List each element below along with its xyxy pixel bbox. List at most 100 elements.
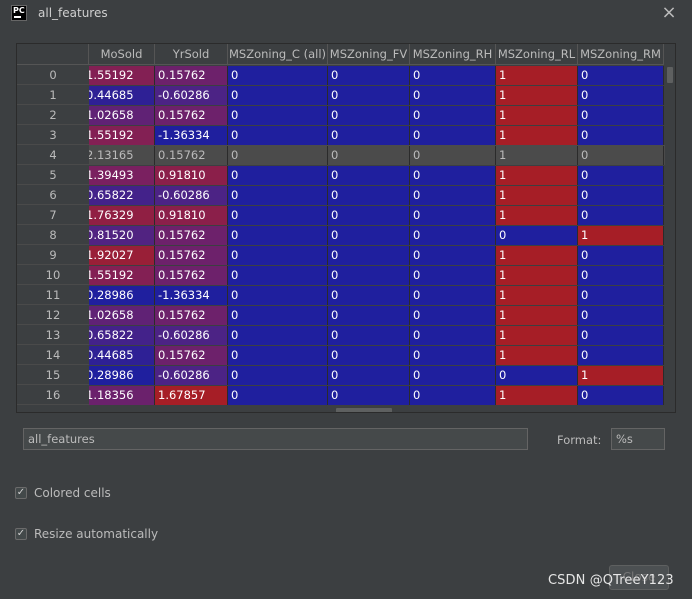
table-cell[interactable]: 0 xyxy=(228,66,328,85)
table-cell[interactable]: 0 xyxy=(328,146,410,165)
vertical-scrollbar[interactable] xyxy=(665,65,675,406)
table-cell[interactable]: 0 xyxy=(328,326,410,345)
table-cell[interactable]: 1 xyxy=(496,326,578,345)
table-cell[interactable]: 0 xyxy=(328,306,410,325)
table-cell[interactable]: 0 xyxy=(410,326,496,345)
table-cell[interactable]: 0 xyxy=(578,386,664,405)
column-header[interactable]: MSZoning_RH xyxy=(410,44,496,65)
table-cell[interactable]: 1.67857 xyxy=(155,386,228,405)
table-cell[interactable]: 0 xyxy=(228,366,328,385)
row-index[interactable]: 13 xyxy=(17,325,89,345)
close-button[interactable]: Close xyxy=(609,565,669,590)
table-cell[interactable]: -0.60286 xyxy=(155,186,228,205)
row-index[interactable]: 11 xyxy=(17,285,89,305)
table-cell[interactable]: 0 xyxy=(328,86,410,105)
table-cell[interactable]: 0 xyxy=(578,146,664,165)
row-index[interactable]: 3 xyxy=(17,125,89,145)
table-cell[interactable]: 0 xyxy=(578,106,664,125)
row-index[interactable]: 2 xyxy=(17,105,89,125)
row-index[interactable]: 10 xyxy=(17,265,89,285)
table-cell[interactable]: 0 xyxy=(578,126,664,145)
table-cell[interactable]: 0 xyxy=(578,186,664,205)
table-cell[interactable]: 0 xyxy=(496,226,578,245)
table-cell[interactable]: 0 xyxy=(410,66,496,85)
row-index[interactable]: 16 xyxy=(17,385,89,405)
table-cell[interactable]: 1 xyxy=(496,126,578,145)
table-cell[interactable]: 1.92027 xyxy=(89,246,155,265)
table-cell[interactable]: 0 xyxy=(578,346,664,365)
table-cell[interactable]: 1 xyxy=(496,106,578,125)
table-cell[interactable]: 1.18356 xyxy=(89,386,155,405)
table-cell[interactable]: 0 xyxy=(410,186,496,205)
table-cell[interactable]: 0 xyxy=(578,306,664,325)
column-header[interactable]: MSZoning_RM xyxy=(578,44,664,65)
column-header[interactable]: MSZoning_C (all) xyxy=(228,44,328,65)
variable-name-field[interactable] xyxy=(23,428,528,450)
table-cell[interactable]: 0 xyxy=(578,246,664,265)
table-cell[interactable]: 0 xyxy=(328,346,410,365)
table-cell[interactable]: 0 xyxy=(410,346,496,365)
table-cell[interactable]: 0.81520 xyxy=(89,226,155,245)
table-cell[interactable]: 0 xyxy=(578,66,664,85)
table-cell[interactable]: 0 xyxy=(578,206,664,225)
table-cell[interactable]: 0 xyxy=(578,286,664,305)
table-cell[interactable]: 1 xyxy=(496,86,578,105)
table-cell[interactable]: 0 xyxy=(328,366,410,385)
table-cell[interactable]: 0 xyxy=(328,226,410,245)
table-cell[interactable]: 0 xyxy=(228,106,328,125)
table-cell[interactable]: 1 xyxy=(496,146,578,165)
table-cell[interactable]: -0.60286 xyxy=(155,86,228,105)
table-cell[interactable]: 0 xyxy=(228,146,328,165)
table-cell[interactable]: 0 xyxy=(328,206,410,225)
row-index[interactable]: 4 xyxy=(17,145,89,165)
close-icon[interactable]: × xyxy=(661,2,677,23)
horizontal-scroll-thumb[interactable] xyxy=(336,408,392,412)
table-cell[interactable]: 0 xyxy=(328,286,410,305)
column-header[interactable]: MSZoning_FV xyxy=(328,44,410,65)
table-cell[interactable]: 1 xyxy=(578,366,664,385)
row-index[interactable]: 5 xyxy=(17,165,89,185)
column-header[interactable]: MSZoning_RL xyxy=(496,44,578,65)
table-cell[interactable]: 0.15762 xyxy=(155,306,228,325)
table-cell[interactable]: 0 xyxy=(496,366,578,385)
table-cell[interactable]: 0 xyxy=(410,306,496,325)
table-cell[interactable]: 0 xyxy=(228,86,328,105)
table-cell[interactable]: 1 xyxy=(496,346,578,365)
table-cell[interactable]: 0 xyxy=(578,326,664,345)
table-cell[interactable]: 1 xyxy=(496,186,578,205)
table-cell[interactable]: -0.60286 xyxy=(155,366,228,385)
table-cell[interactable]: 1 xyxy=(496,286,578,305)
table-cell[interactable]: 1.02658 xyxy=(89,306,155,325)
table-cell[interactable]: 0 xyxy=(228,326,328,345)
data-table[interactable]: MoSold YrSold MSZoning_C (all) MSZoning_FV M… xyxy=(16,43,676,413)
table-cell[interactable]: 1.55192 xyxy=(89,266,155,285)
format-field[interactable] xyxy=(611,428,665,450)
table-cell[interactable]: 0.15762 xyxy=(155,66,228,85)
column-header[interactable]: MoSold xyxy=(89,44,155,65)
row-index[interactable]: 15 xyxy=(17,365,89,385)
table-cell[interactable]: 1 xyxy=(496,166,578,185)
table-cell[interactable]: 0.28986 xyxy=(89,366,155,385)
table-cell[interactable]: 0 xyxy=(228,206,328,225)
row-index[interactable]: 14 xyxy=(17,345,89,365)
colored-cells-checkbox[interactable]: ✓ xyxy=(15,487,27,499)
table-cell[interactable]: 0 xyxy=(410,246,496,265)
table-cell[interactable]: 0 xyxy=(328,166,410,185)
table-cell[interactable]: 0.65822 xyxy=(89,326,155,345)
table-cell[interactable]: 1.39493 xyxy=(89,166,155,185)
row-index[interactable]: 12 xyxy=(17,305,89,325)
table-cell[interactable]: 0 xyxy=(228,186,328,205)
table-cell[interactable]: 1 xyxy=(496,266,578,285)
table-cell[interactable]: 1 xyxy=(496,66,578,85)
table-cell[interactable]: 1 xyxy=(578,226,664,245)
table-cell[interactable]: 0.15762 xyxy=(155,346,228,365)
table-cell[interactable]: 0 xyxy=(410,366,496,385)
table-cell[interactable]: 0 xyxy=(228,166,328,185)
table-cell[interactable]: 0 xyxy=(228,246,328,265)
table-cell[interactable]: 0 xyxy=(578,86,664,105)
table-cell[interactable]: 2.13165 xyxy=(89,146,155,165)
table-cell[interactable]: 0 xyxy=(228,306,328,325)
table-cell[interactable]: 0 xyxy=(410,386,496,405)
table-cell[interactable]: -1.36334 xyxy=(155,126,228,145)
row-index[interactable]: 8 xyxy=(17,225,89,245)
